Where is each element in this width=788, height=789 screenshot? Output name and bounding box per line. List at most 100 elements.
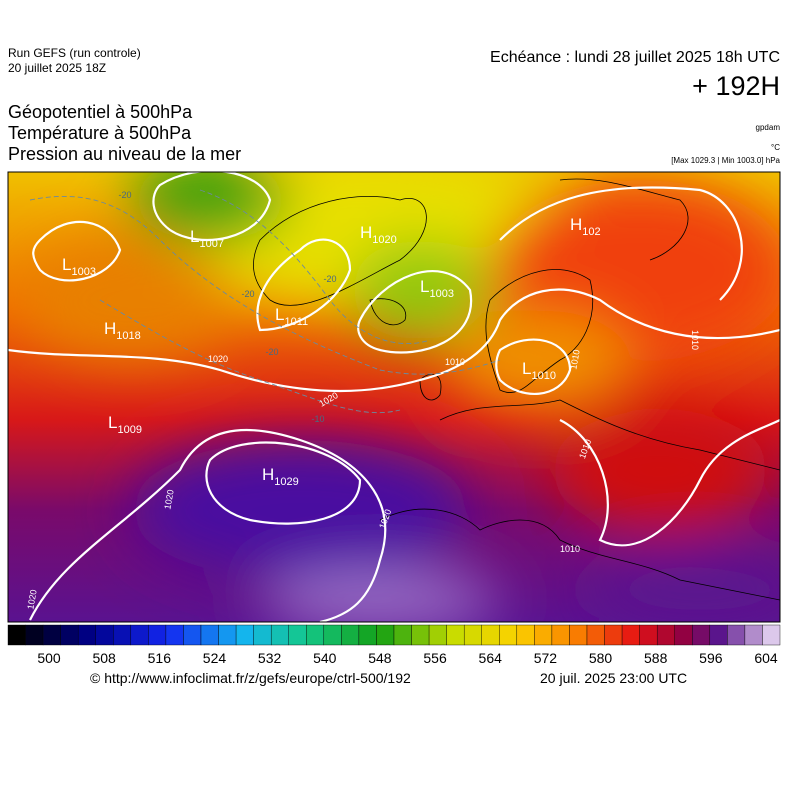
unit-label: °C <box>771 143 780 152</box>
pressure-center: H1029 <box>262 465 299 488</box>
colorbar-swatch <box>165 624 184 646</box>
colorbar-swatch <box>7 624 26 646</box>
colorbar-swatch <box>42 624 61 646</box>
center-letter: L <box>522 359 531 378</box>
isobar-label: 1010 <box>445 357 465 367</box>
colorbar-swatch <box>428 624 447 646</box>
isotherm-label: -20 <box>323 274 336 284</box>
center-pressure: 1020 <box>372 234 396 246</box>
colorbar-swatch <box>727 624 746 646</box>
colorbar-swatch <box>534 624 553 646</box>
colorbar-swatch <box>77 624 96 646</box>
center-letter: L <box>62 255 71 274</box>
center-pressure: 1010 <box>531 370 555 382</box>
pressure-center: H1018 <box>104 319 141 342</box>
colorbar-swatch <box>393 624 412 646</box>
field-name: Pression au niveau de la mer <box>8 144 241 164</box>
unit-label: gpdam <box>756 123 781 132</box>
colorbar-swatch <box>569 624 588 646</box>
colorbar-swatch <box>270 624 289 646</box>
field-name: Température à 500hPa <box>8 123 192 143</box>
isobar-label: 1020 <box>208 354 228 364</box>
colorbar-tick-label: 564 <box>479 650 503 666</box>
colorbar-swatch <box>253 624 272 646</box>
isobar-label: 1010 <box>560 544 580 554</box>
colorbar-swatch <box>306 624 325 646</box>
isobar-label: 1010 <box>568 349 581 370</box>
colorbar-tick-label: 588 <box>644 650 668 666</box>
colorbar-swatch <box>692 624 711 646</box>
colorbar-tick-label: 524 <box>203 650 227 666</box>
center-letter: H <box>104 319 116 338</box>
pressure-center: L1010 <box>522 359 556 382</box>
run-label: Run GEFS (run controle) <box>8 46 141 60</box>
colorbar-swatch <box>621 624 640 646</box>
unit-label: [Max 1029.3 | Min 1003.0] hPa <box>671 156 780 165</box>
colorbar-tick-label: 532 <box>258 650 282 666</box>
colorbar-swatch <box>218 624 237 646</box>
center-letter: L <box>190 227 199 246</box>
colorbar-swatch <box>586 624 605 646</box>
colorbar-tick-label: 500 <box>37 650 61 666</box>
center-pressure: 1009 <box>117 424 141 436</box>
lead-time: + 192H <box>692 71 780 101</box>
colorbar-swatch <box>516 624 535 646</box>
colorbar: 500 508 516 524 532 540 548 556 564 572 580 588 596 6… <box>7 624 781 666</box>
pressure-center: L1011 <box>275 305 308 328</box>
colorbar-swatch <box>288 624 307 646</box>
center-pressure: 102 <box>582 226 600 238</box>
colorbar-tick-label: 604 <box>754 650 778 666</box>
colorbar-swatch <box>200 624 219 646</box>
run-date: 20 juillet 2025 18Z <box>8 61 106 75</box>
colorbar-swatch <box>358 624 377 646</box>
colorbar-swatch <box>235 624 254 646</box>
colorbar-swatch <box>481 624 500 646</box>
center-pressure: 1003 <box>429 288 453 300</box>
colorbar-swatch <box>674 624 693 646</box>
pressure-center: H102 <box>570 215 601 238</box>
isobar-label: 1020 <box>162 489 175 510</box>
colorbar-swatch <box>376 624 395 646</box>
center-pressure: 1029 <box>274 476 298 488</box>
valid-time: Echéance : lundi 28 juillet 2025 18h UTC <box>490 49 780 66</box>
isotherm-label: -20 <box>118 190 131 200</box>
colorbar-swatch <box>130 624 149 646</box>
colorbar-swatch <box>656 624 675 646</box>
center-letter: L <box>275 305 284 324</box>
center-pressure: 1018 <box>116 330 140 342</box>
colorbar-swatch <box>411 624 430 646</box>
map-background <box>8 172 780 622</box>
colorbar-swatch <box>25 624 44 646</box>
colorbar-tick-label: 572 <box>534 650 558 666</box>
colorbar-swatch <box>148 624 167 646</box>
center-letter: H <box>360 223 372 242</box>
colorbar-swatch <box>604 624 623 646</box>
colorbar-swatch <box>551 624 570 646</box>
colorbar-swatch <box>499 624 518 646</box>
center-letter: H <box>570 215 582 234</box>
issue-time: 20 juil. 2025 23:00 UTC <box>540 670 687 686</box>
isotherm-label: -20 <box>265 347 278 357</box>
isotherm-label: -20 <box>241 289 254 299</box>
colorbar-swatch <box>183 624 202 646</box>
colorbar-swatch <box>463 624 482 646</box>
colorbar-swatch <box>323 624 342 646</box>
colorbar-tick-label: 596 <box>699 650 723 666</box>
colorbar-swatch <box>113 624 132 646</box>
pressure-center: H1020 <box>360 223 397 246</box>
isotherm-label: -10 <box>311 414 324 424</box>
isobar-label: 1010 <box>690 330 700 350</box>
source-link: © http://www.infoclimat.fr/z/gefs/europe… <box>90 670 411 686</box>
pressure-center: L1003 <box>420 277 454 300</box>
center-pressure: 1007 <box>199 238 223 250</box>
colorbar-tick-label: 540 <box>313 650 337 666</box>
isobar-label: 1020 <box>25 589 38 610</box>
center-letter: H <box>262 465 274 484</box>
colorbar-swatch <box>95 624 114 646</box>
colorbar-tick-label: 508 <box>92 650 116 666</box>
colorbar-swatch <box>762 624 781 646</box>
colorbar-tick-label: 580 <box>589 650 613 666</box>
pressure-center: L1003 <box>62 255 96 278</box>
